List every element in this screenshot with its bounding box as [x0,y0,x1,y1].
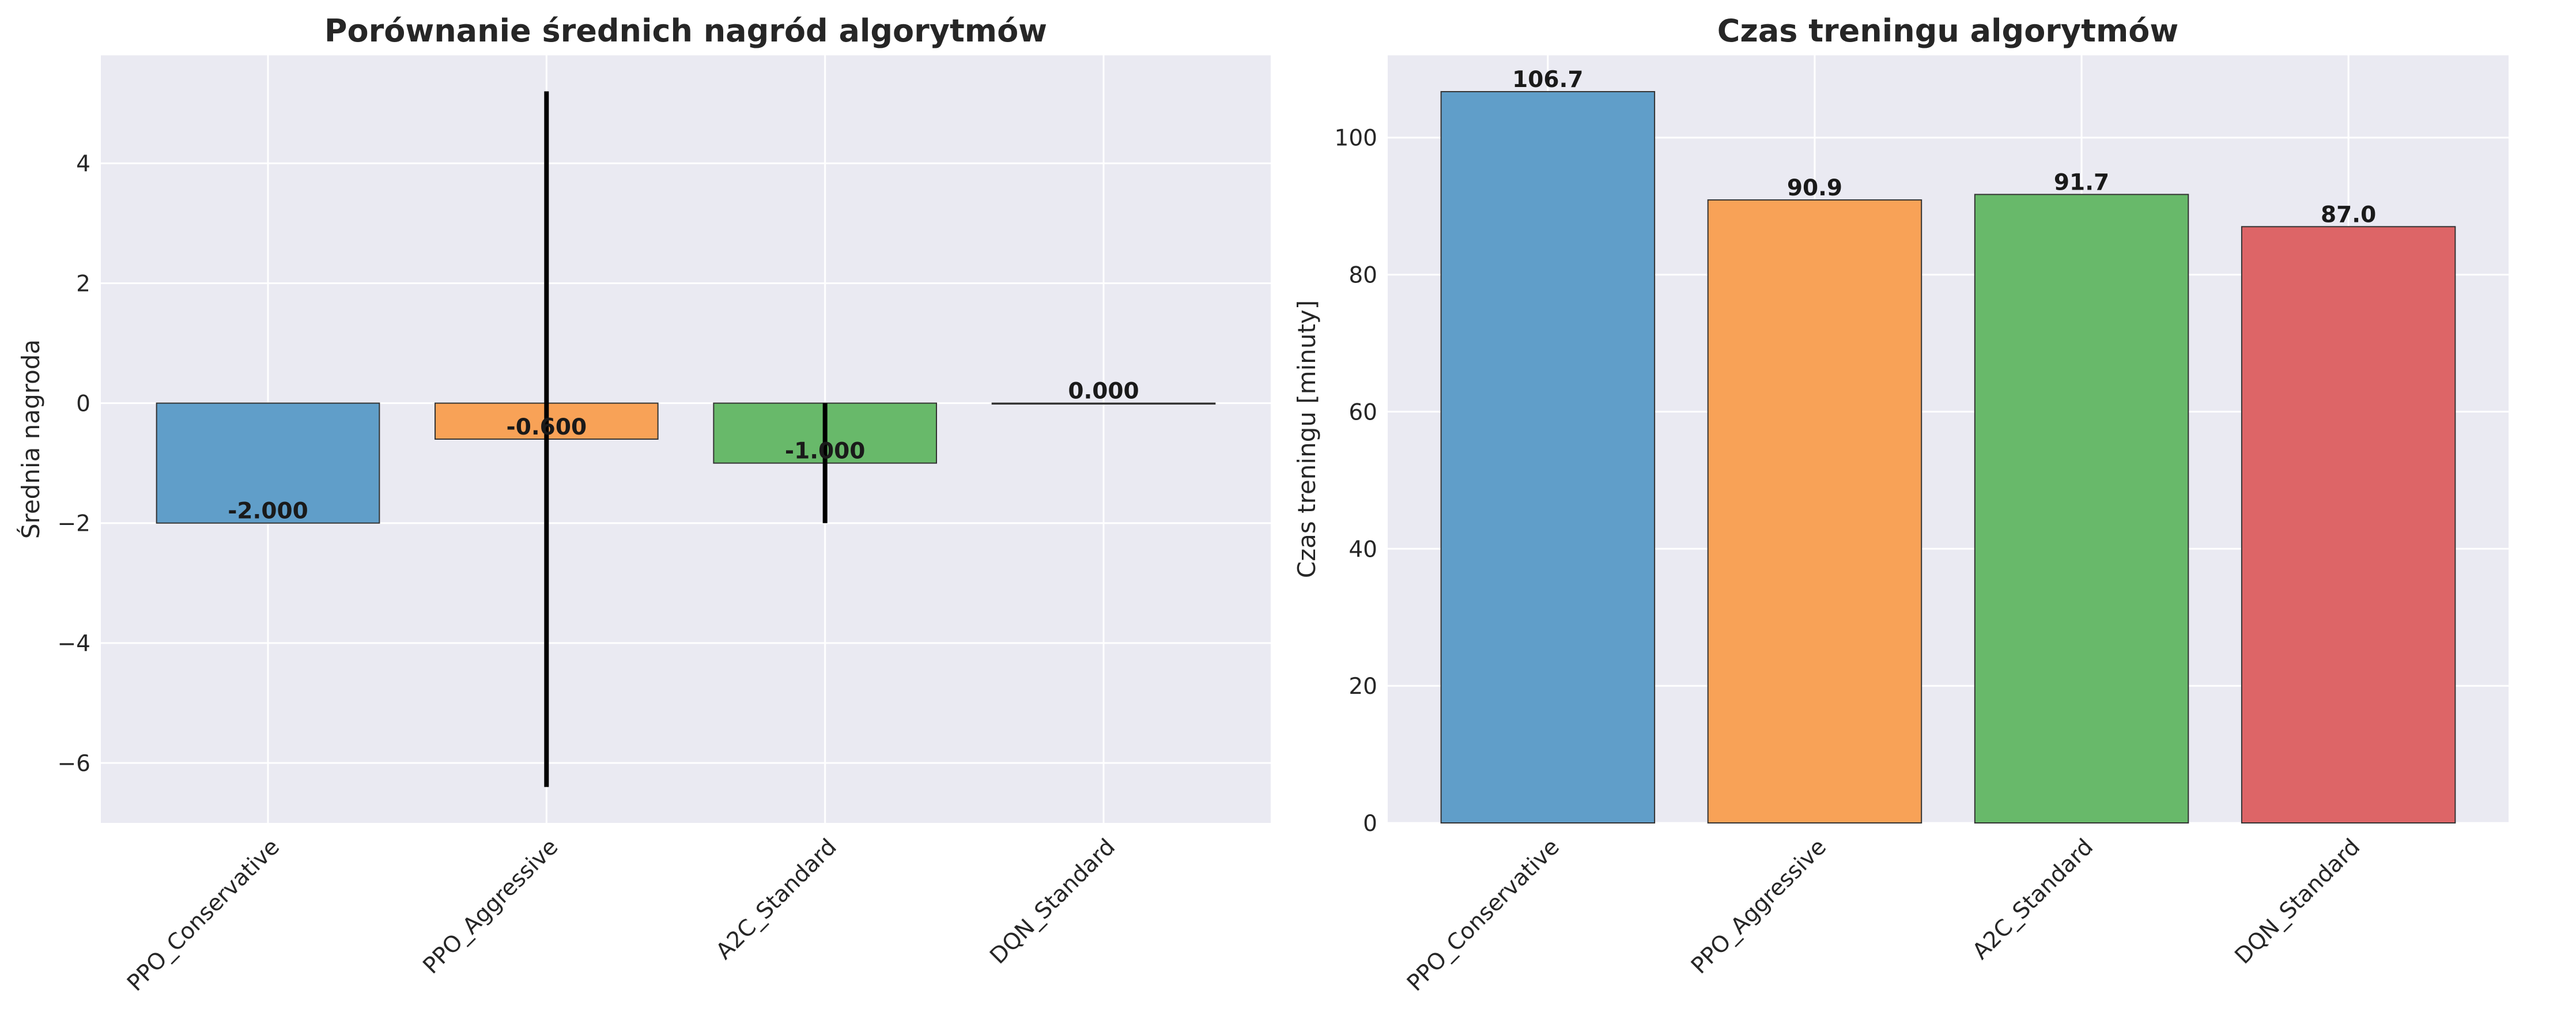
data-label-a2c-standard: -1.000 [785,439,866,464]
data-label-dqn-standard: 0.000 [1068,379,1139,405]
y-tick-label: −4 [58,631,91,657]
chart-reward-comparison: -2.000 -0.600 -1.000 0.000 −6 −4 −2 0 2 4 PPO_Co… [16,13,1271,996]
data-label-dqn-standard: 87.0 [2321,202,2376,228]
y-tick-label: −2 [58,511,91,537]
y-tick-label: 100 [1335,126,1377,152]
error-bars-reward [544,91,828,787]
x-tick-label-ppo-aggressive: PPO_Aggressive [418,834,564,979]
y-axis-label-reward: Średnia nagroda [16,339,45,539]
y-axis-label-training-time: Czas treningu [minuty] [1293,300,1321,578]
x-tick-label-dqn-standard: DQN_Standard [2230,834,2366,969]
bar-ppo-conservative [1440,91,1656,824]
y-tick-label: −6 [58,751,91,777]
chart-title-reward: Porównanie średnich nagród algorytmów [324,13,1047,49]
data-labels-training-time: 106.7 90.9 91.7 87.0 [1512,67,2376,228]
x-tick-label-ppo-aggressive: PPO_Aggressive [1686,834,1831,979]
bar-dqn-standard [2241,226,2456,824]
y-tick-label: 0 [1363,811,1377,837]
y-ticks-training-time: 0 20 40 60 80 100 [1335,126,1377,837]
x-ticks-training-time: PPO_Conservative PPO_Aggressive A2C_Standa… [1402,834,2365,996]
y-tick-label: 0 [76,391,90,417]
data-label-a2c-standard: 91.7 [2054,169,2109,195]
chart-training-time: 106.7 90.9 91.7 87.0 0 20 40 60 80 100 PPO_Conse… [1293,13,2509,996]
y-tick-label: 40 [1349,537,1377,562]
y-tick-label: 80 [1349,263,1377,289]
bars-training-time [1440,91,2456,824]
x-tick-label-ppo-conservative: PPO_Conservative [1402,834,1565,996]
bar-a2c-standard [1974,194,2189,823]
x-tick-label-dqn-standard: DQN_Standard [985,834,1120,969]
x-tick-label-a2c-standard: A2C_Standard [711,834,842,965]
y-tick-label: 2 [76,271,90,297]
data-label-ppo-conservative: 106.7 [1512,67,1583,93]
data-labels-reward: -2.000 -0.600 -1.000 0.000 [228,379,1139,524]
bar-ppo-conservative [156,402,380,524]
x-tick-label-a2c-standard: A2C_Standard [1967,834,2098,965]
y-tick-label: 20 [1349,674,1377,700]
bar-ppo-aggressive [1707,199,1922,823]
x-ticks-reward: PPO_Conservative PPO_Aggressive A2C_Standa… [122,834,1120,996]
chart-title-training-time: Czas treningu algorytmów [1717,13,2178,49]
y-tick-label: 4 [76,151,90,177]
data-label-ppo-conservative: -2.000 [228,498,308,524]
y-tick-label: 60 [1349,399,1377,425]
data-label-ppo-aggressive: 90.9 [1787,175,1842,201]
data-label-ppo-aggressive: -0.600 [507,414,587,440]
bar-dqn-standard [991,402,1216,405]
y-ticks-reward: −6 −4 −2 0 2 4 [58,151,91,777]
x-tick-label-ppo-conservative: PPO_Conservative [122,834,285,996]
